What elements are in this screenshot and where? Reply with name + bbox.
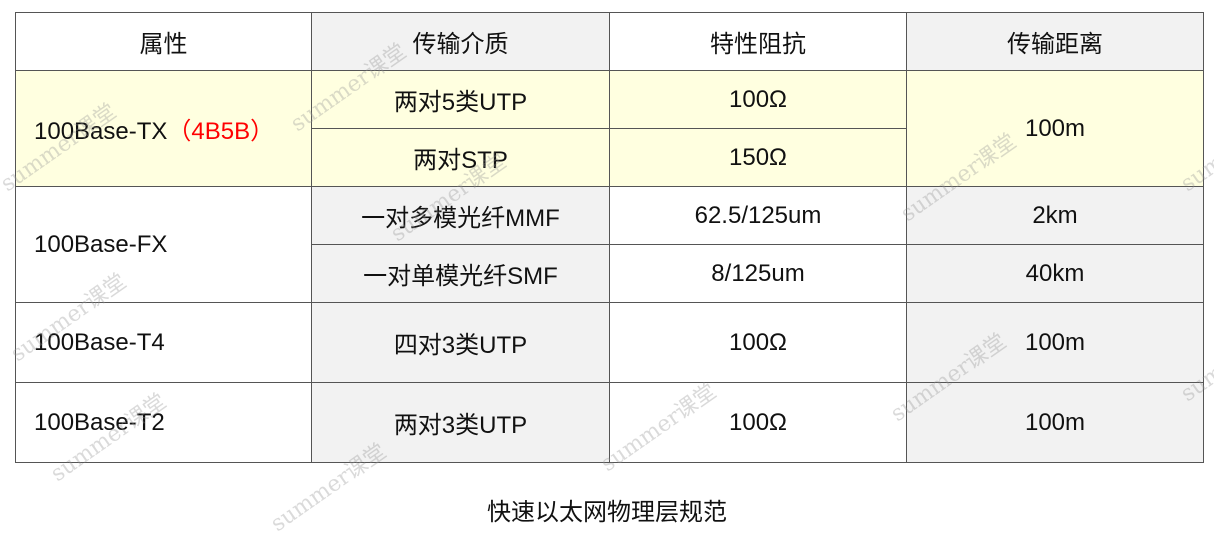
tx-name: 100Base-TX（4B5B） xyxy=(15,70,312,187)
table-caption: 快速以太网物理层规范 xyxy=(487,498,727,526)
fx-media-1: 一对多模光纤MMF xyxy=(311,186,610,245)
tx-encoding-note: （4B5B） xyxy=(167,118,275,145)
fx-media-2: 一对单模光纤SMF xyxy=(311,244,610,303)
tx-name-text: 100Base-TX xyxy=(34,118,168,145)
table-row: 100Base-FX 一对多模光纤MMF 62.5/125um 2km xyxy=(15,186,1204,303)
t2-distance: 100m xyxy=(906,382,1204,463)
header-distance: 传输距离 xyxy=(906,12,1204,71)
fx-distance-1: 2km xyxy=(906,186,1204,245)
table-row: 100Base-T2 两对3类UTP 100Ω 100m xyxy=(15,382,1204,463)
tx-impedance-2: 150Ω xyxy=(609,128,907,187)
fx-impedance-2: 8/125um xyxy=(609,244,907,303)
t2-name: 100Base-T2 xyxy=(15,382,312,463)
t2-impedance: 100Ω xyxy=(609,382,907,463)
table-row: 两对STP 150Ω xyxy=(16,128,1204,187)
header-impedance: 特性阻抗 xyxy=(609,12,907,71)
fx-name: 100Base-FX xyxy=(15,186,312,303)
table-row: 100Base-TX（4B5B） 两对5类UTP 100Ω 100m xyxy=(15,70,1204,187)
t4-media: 四对3类UTP xyxy=(311,302,610,383)
ethernet-spec-table: 属性 传输介质 特性阻抗 传输距离 100Base-TX（4B5B） 两对5类U… xyxy=(15,12,1204,463)
header-media: 传输介质 xyxy=(311,12,610,71)
t4-impedance: 100Ω xyxy=(609,302,907,383)
header-row: 属性 传输介质 特性阻抗 传输距离 xyxy=(15,12,1204,71)
table-row: 100Base-T4 四对3类UTP 100Ω 100m xyxy=(15,302,1204,383)
t4-name: 100Base-T4 xyxy=(15,302,312,383)
tx-media-2: 两对STP xyxy=(311,128,610,187)
table-row: 一对单模光纤SMF 8/125um 40km xyxy=(16,244,1204,303)
tx-distance: 100m xyxy=(906,70,1204,187)
fx-impedance-1: 62.5/125um xyxy=(609,186,907,245)
tx-media-1: 两对5类UTP xyxy=(311,70,610,129)
header-attribute: 属性 xyxy=(15,12,312,71)
fx-distance-2: 40km xyxy=(906,244,1204,303)
t2-media: 两对3类UTP xyxy=(311,382,610,463)
t4-distance: 100m xyxy=(906,302,1204,383)
tx-impedance-1: 100Ω xyxy=(609,70,907,129)
